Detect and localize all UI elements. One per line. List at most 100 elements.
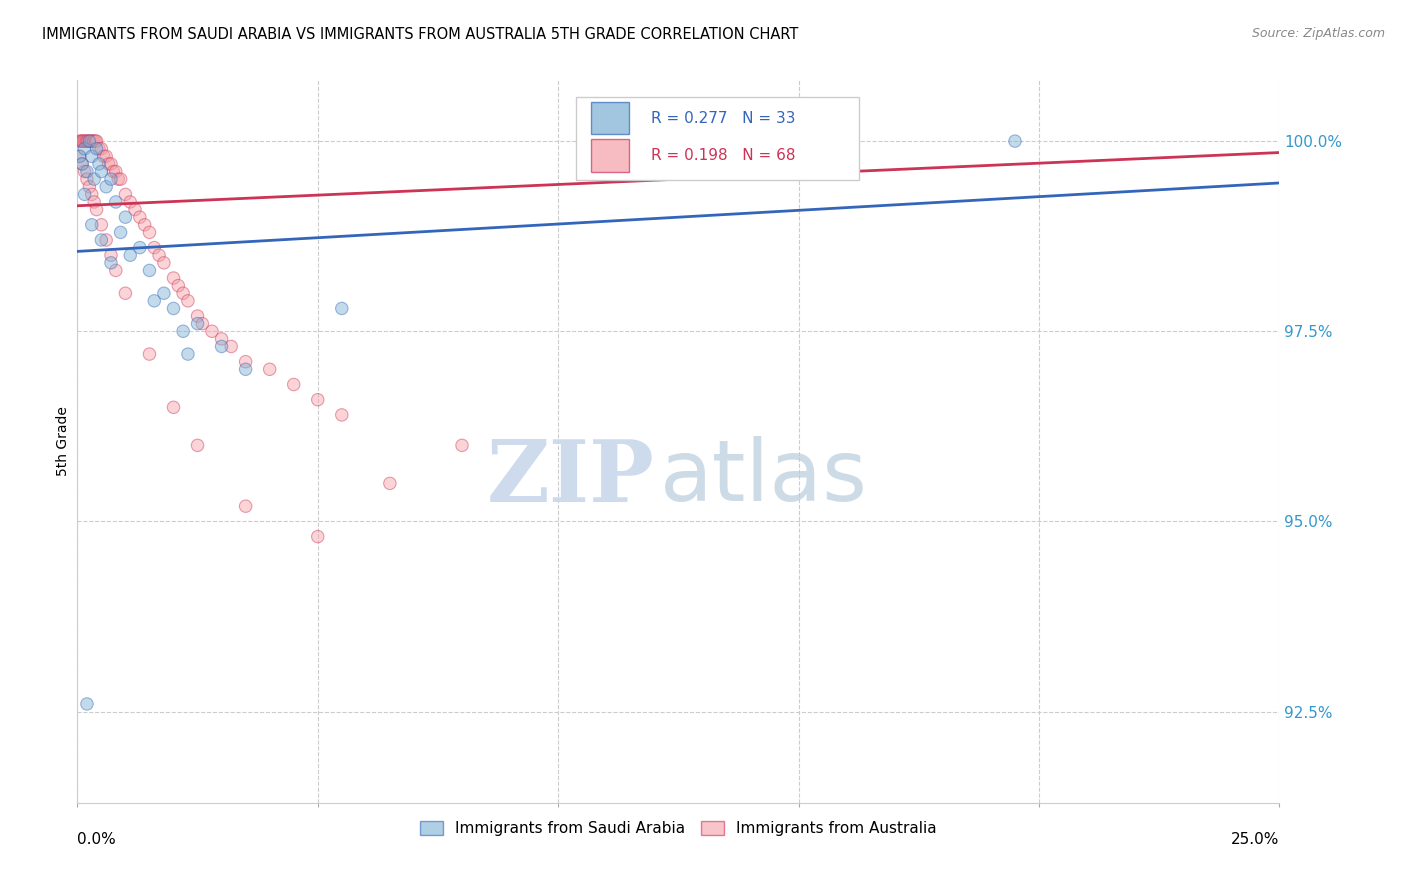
Point	[211, 332, 233, 346]
Point	[153, 286, 176, 301]
Point	[283, 377, 305, 392]
Point	[77, 134, 100, 148]
Point	[83, 172, 105, 186]
Point	[79, 134, 101, 148]
Point	[172, 286, 194, 301]
Point	[114, 210, 136, 224]
Point	[86, 142, 108, 156]
Point	[104, 263, 127, 277]
Point	[79, 134, 101, 148]
Point	[307, 530, 329, 544]
Point	[87, 157, 110, 171]
Point	[201, 324, 224, 338]
Point	[83, 134, 105, 148]
Point	[86, 202, 108, 217]
Point	[69, 149, 91, 163]
Point	[73, 142, 96, 156]
Point	[76, 172, 98, 186]
Point	[70, 157, 93, 171]
Point	[162, 401, 184, 415]
Point	[128, 210, 150, 224]
Point	[100, 172, 122, 186]
Point	[76, 134, 98, 148]
Point	[76, 697, 98, 711]
Point	[148, 248, 170, 262]
Text: R = 0.198   N = 68: R = 0.198 N = 68	[651, 148, 796, 163]
Point	[96, 233, 118, 247]
Point	[90, 218, 112, 232]
Point	[143, 293, 166, 308]
Point	[80, 187, 103, 202]
Point	[73, 164, 96, 178]
Point	[235, 362, 257, 376]
FancyBboxPatch shape	[591, 102, 628, 135]
Point	[378, 476, 401, 491]
Point	[162, 301, 184, 316]
Point	[138, 226, 160, 240]
Point	[86, 134, 108, 148]
Point	[235, 499, 257, 513]
Point	[110, 172, 132, 186]
Point	[70, 134, 93, 148]
Point	[72, 134, 94, 148]
Point	[70, 157, 93, 171]
Point	[1004, 134, 1026, 148]
Point	[79, 179, 101, 194]
Text: atlas: atlas	[661, 436, 869, 519]
Point	[103, 164, 125, 178]
Point	[120, 248, 142, 262]
Point	[82, 134, 104, 148]
Point	[90, 142, 112, 156]
Point	[186, 438, 209, 452]
Point	[177, 347, 200, 361]
Point	[235, 354, 257, 368]
Legend: Immigrants from Saudi Arabia, Immigrants from Australia: Immigrants from Saudi Arabia, Immigrants…	[415, 814, 942, 842]
Point	[330, 301, 353, 316]
Point	[138, 263, 160, 277]
Point	[307, 392, 329, 407]
Point	[167, 278, 190, 293]
Point	[90, 233, 112, 247]
Point	[259, 362, 281, 376]
Point	[73, 187, 96, 202]
Point	[186, 317, 209, 331]
Point	[100, 157, 122, 171]
Point	[87, 142, 110, 156]
Point	[162, 271, 184, 285]
Point	[73, 134, 96, 148]
Point	[96, 149, 118, 163]
Point	[219, 339, 242, 353]
Point	[186, 309, 209, 323]
Text: 25.0%: 25.0%	[1232, 831, 1279, 847]
Point	[80, 149, 103, 163]
Point	[104, 194, 127, 209]
Point	[191, 317, 214, 331]
Point	[330, 408, 353, 422]
Point	[70, 134, 93, 148]
Point	[69, 134, 91, 148]
Point	[104, 164, 127, 178]
Point	[90, 164, 112, 178]
Point	[143, 241, 166, 255]
Point	[451, 438, 474, 452]
Text: ZIP: ZIP	[486, 435, 654, 520]
Point	[80, 218, 103, 232]
Point	[138, 347, 160, 361]
Point	[69, 149, 91, 163]
Point	[134, 218, 156, 232]
Point	[107, 172, 129, 186]
Point	[76, 164, 98, 178]
Point	[100, 248, 122, 262]
Point	[153, 256, 176, 270]
Point	[128, 241, 150, 255]
Point	[96, 179, 118, 194]
Text: R = 0.277   N = 33: R = 0.277 N = 33	[651, 111, 796, 126]
Y-axis label: 5th Grade: 5th Grade	[56, 407, 70, 476]
Point	[84, 134, 107, 148]
Text: Source: ZipAtlas.com: Source: ZipAtlas.com	[1251, 27, 1385, 40]
Point	[114, 187, 136, 202]
Point	[97, 157, 120, 171]
Text: IMMIGRANTS FROM SAUDI ARABIA VS IMMIGRANTS FROM AUSTRALIA 5TH GRADE CORRELATION : IMMIGRANTS FROM SAUDI ARABIA VS IMMIGRAN…	[42, 27, 799, 42]
Point	[80, 134, 103, 148]
Text: 0.0%: 0.0%	[77, 831, 117, 847]
